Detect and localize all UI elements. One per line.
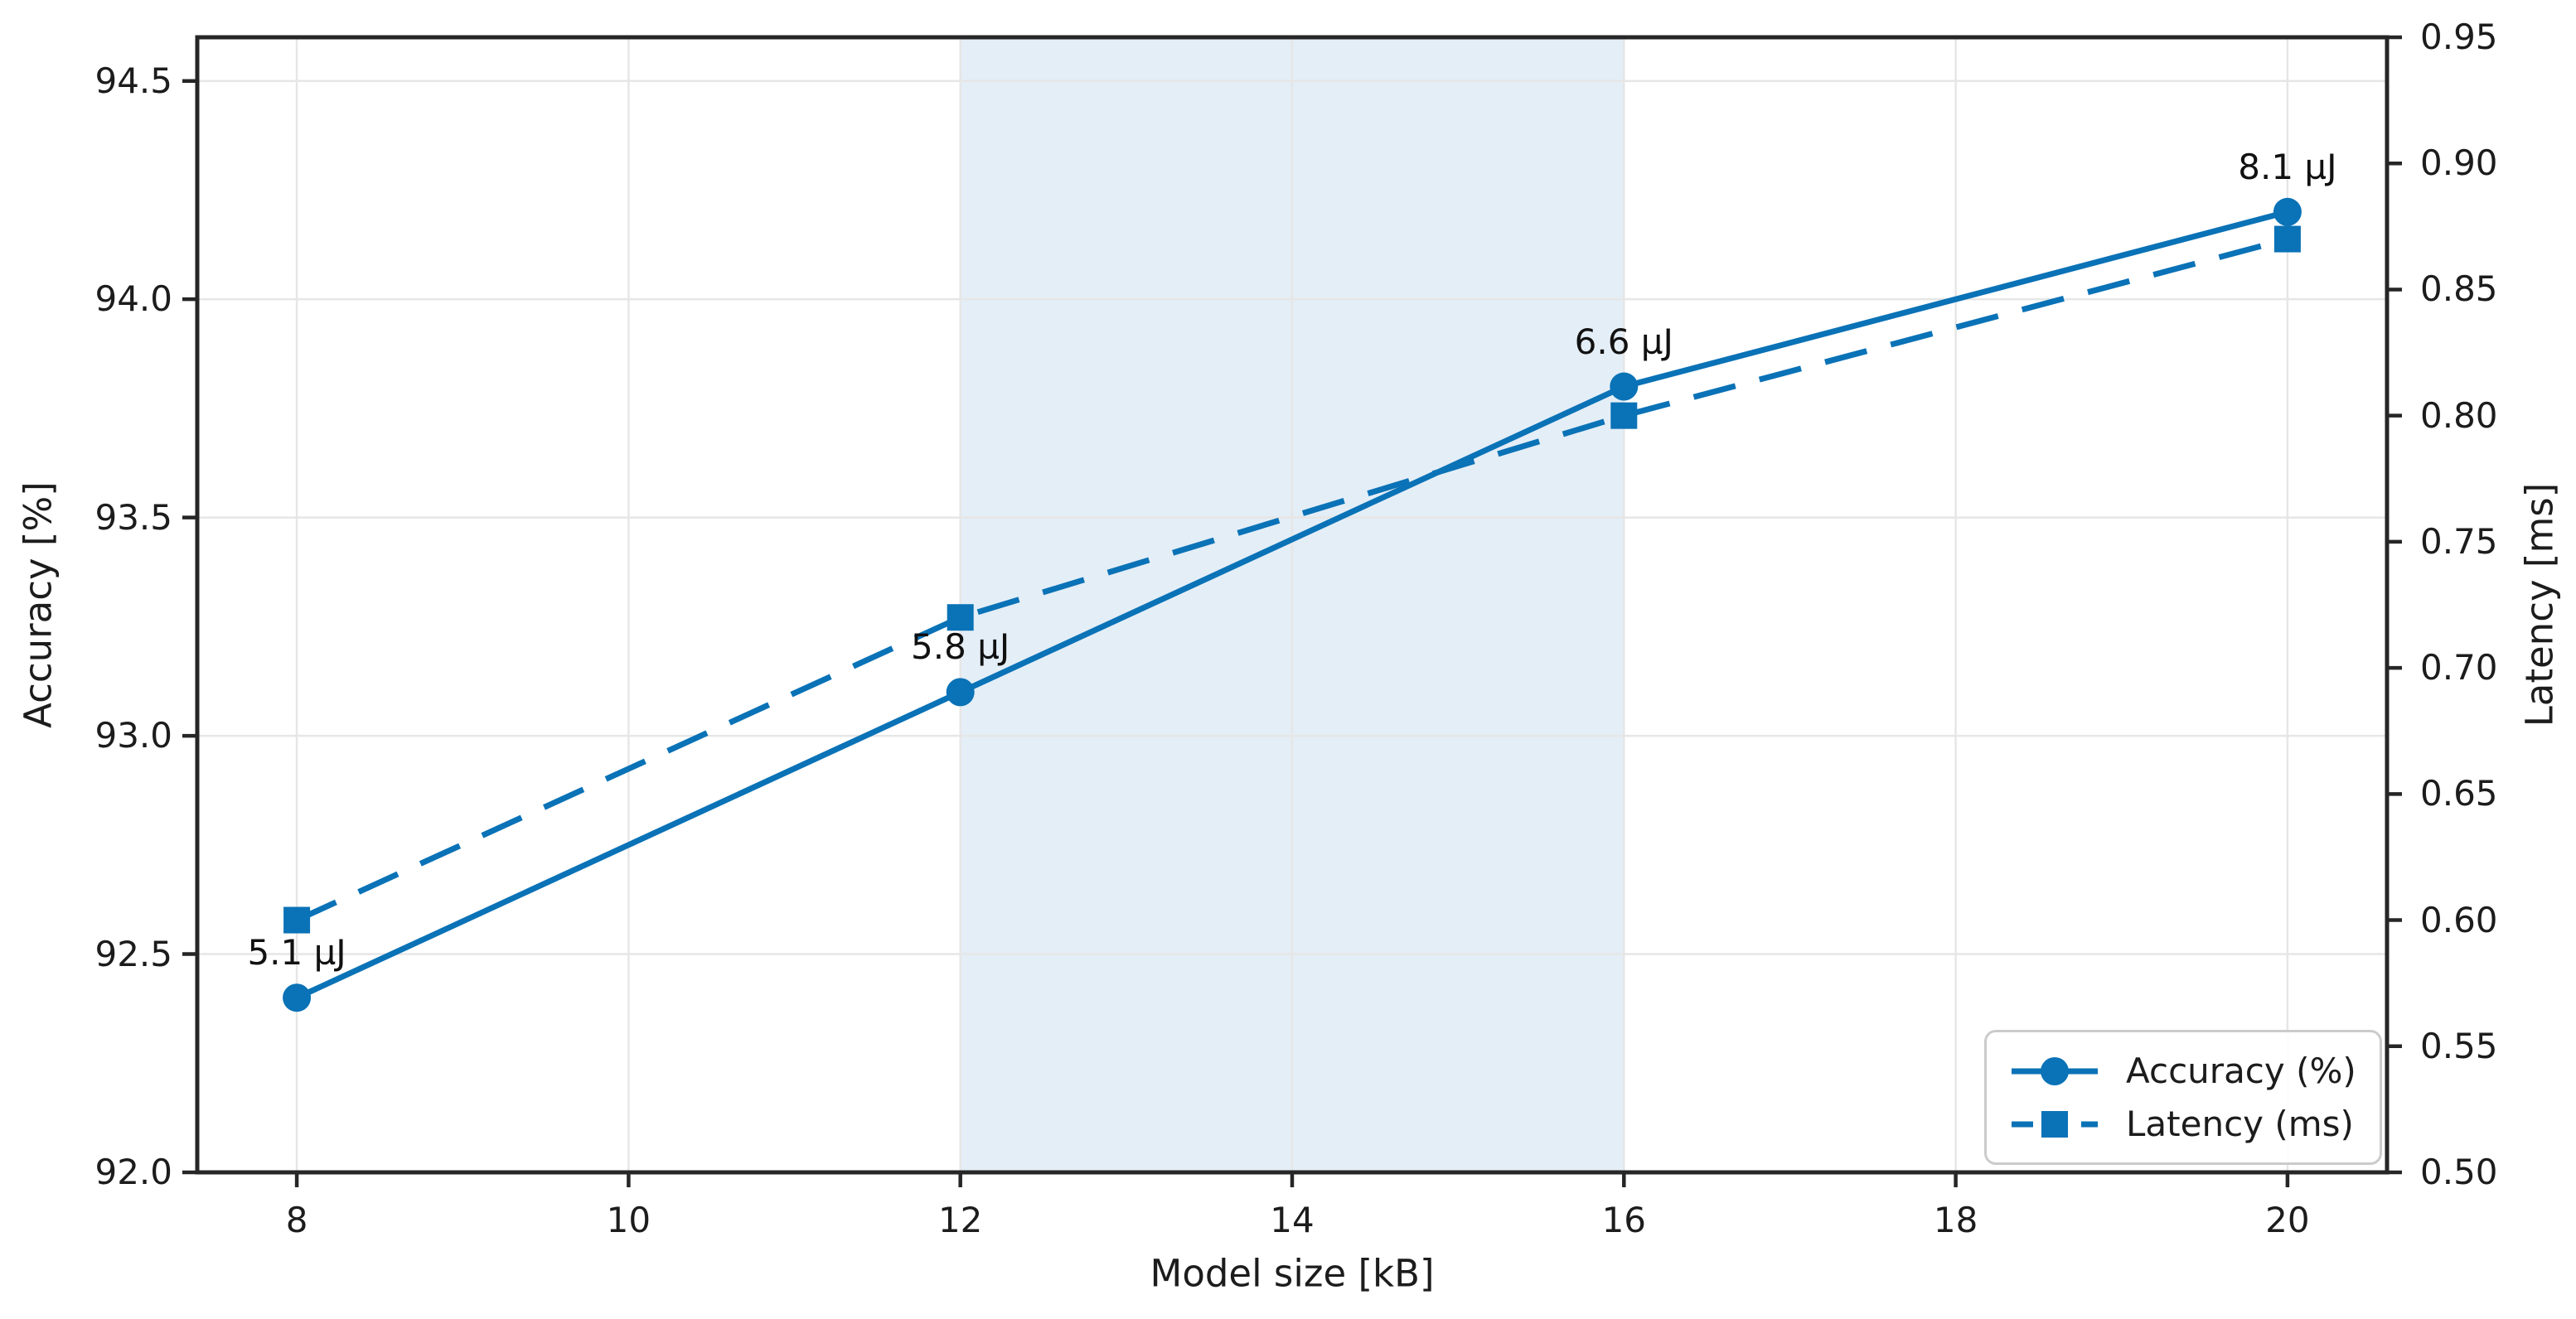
x-tick-label: 20 — [2265, 1200, 2310, 1240]
data-point-circle — [2273, 197, 2302, 226]
data-point-circle — [1610, 372, 1639, 401]
right-y-tick-label: 0.70 — [2420, 647, 2498, 688]
right-y-tick-label: 0.65 — [2420, 773, 2498, 814]
left-y-tick-label: 93.0 — [94, 715, 172, 756]
left-y-tick-label: 92.5 — [94, 933, 172, 974]
x-tick-label: 14 — [1270, 1200, 1315, 1240]
left-y-tick-label: 94.0 — [94, 278, 172, 320]
energy-annotation: 8.1 µJ — [2238, 146, 2337, 187]
series-line-latency — [295, 236, 2288, 923]
right-y-tick-label: 0.55 — [2420, 1025, 2498, 1066]
x-tick-label: 10 — [606, 1200, 651, 1240]
right-y-tick-label: 0.95 — [2420, 17, 2498, 57]
left-y-tick-label: 92.0 — [94, 1152, 172, 1192]
data-point-square — [2273, 225, 2301, 253]
energy-annotation: 6.6 µJ — [1574, 321, 1673, 362]
x-tick-label: 18 — [1933, 1200, 1978, 1240]
energy-annotation: 5.1 µJ — [247, 932, 346, 974]
left-y-tick-label: 94.5 — [94, 60, 172, 101]
data-point-square — [1610, 402, 1638, 429]
x-axis-label: Model size [kB] — [1150, 1251, 1435, 1296]
accuracy-line-marker-icon — [2012, 1056, 2098, 1085]
legend-box: Accuracy (%) Latency (ms) — [1984, 1030, 2382, 1165]
left-y-tick-label: 93.5 — [94, 496, 172, 538]
legend-label-latency: Latency (ms) — [2126, 1104, 2354, 1144]
right-y-tick-label: 0.75 — [2420, 520, 2498, 562]
data-point-circle — [946, 678, 975, 707]
left-y-axis-label: Accuracy [%] — [16, 481, 61, 728]
right-y-axis-label: Latency [ms] — [2517, 482, 2562, 727]
latency-dashed-marker-icon — [2012, 1110, 2098, 1138]
right-y-tick-label: 0.50 — [2420, 1152, 2498, 1192]
data-point-circle — [283, 983, 312, 1012]
x-tick-label: 12 — [937, 1200, 983, 1240]
legend-row-latency: Latency (ms) — [2008, 1104, 2380, 1144]
right-y-tick-label: 0.85 — [2420, 268, 2498, 310]
x-tick-label: 16 — [1601, 1200, 1647, 1240]
right-y-tick-label: 0.90 — [2420, 143, 2498, 184]
x-tick-label: 8 — [285, 1200, 308, 1240]
series-line-accuracy — [295, 209, 2288, 1001]
right-y-tick-label: 0.60 — [2420, 899, 2498, 940]
legend-label-accuracy: Accuracy (%) — [2126, 1051, 2356, 1091]
data-point-square — [947, 604, 974, 631]
energy-annotation: 5.8 µJ — [911, 626, 1010, 668]
right-y-tick-label: 0.80 — [2420, 394, 2498, 436]
data-point-square — [283, 906, 311, 934]
legend-row-accuracy: Accuracy (%) — [2008, 1051, 2380, 1091]
